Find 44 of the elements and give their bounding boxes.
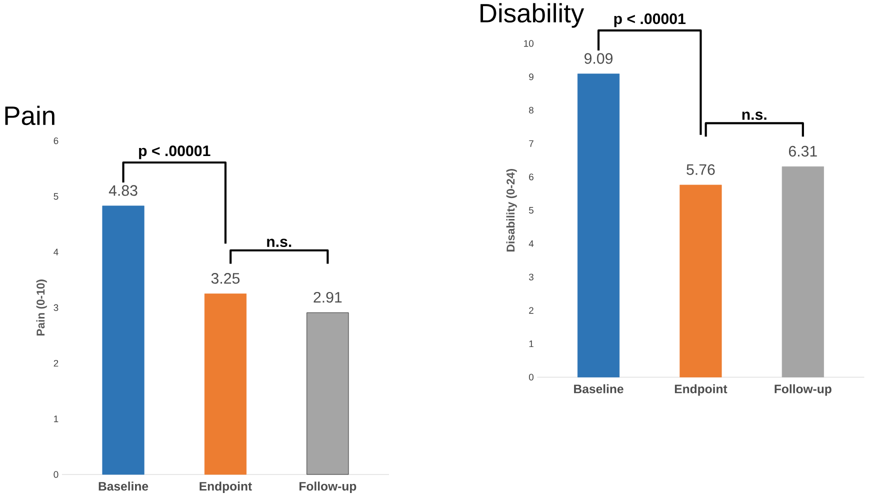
- bar: [577, 74, 620, 378]
- y-tick-label: 7: [529, 140, 534, 147]
- y-tick-label: 9: [529, 73, 534, 80]
- annotation: n.s.: [742, 112, 766, 120]
- annotation: n.s.: [267, 238, 292, 247]
- x-tick-label: Baseline: [574, 384, 624, 394]
- x-tick-label: Baseline: [98, 482, 148, 491]
- x-tick-label: Endpoint: [674, 384, 728, 396]
- chart-title: Pain: [5, 106, 54, 126]
- data-label: 5.76: [686, 164, 715, 175]
- y-tick-label: 8: [529, 106, 534, 114]
- y-tick-label: 1: [54, 416, 58, 422]
- y-tick-label: 0: [528, 374, 534, 380]
- y-tick-label: 10: [524, 40, 534, 47]
- y-tick-label: 0: [54, 471, 58, 478]
- y-tick-label: 2: [54, 360, 58, 366]
- bar: [306, 312, 349, 475]
- data-label: 9.09: [584, 53, 613, 64]
- y-tick-label: 2: [529, 307, 534, 314]
- bar: [680, 184, 722, 378]
- chart-title: Disability: [480, 3, 584, 28]
- y-tick-label: 5: [528, 206, 534, 214]
- data-label: 4.83: [108, 185, 138, 196]
- x-tick-label: Follow-up: [774, 384, 832, 396]
- bar: [204, 293, 247, 475]
- y-tick-label: 6: [54, 137, 58, 144]
- data-label: 2.91: [314, 292, 342, 303]
- y-tick-label: 4: [528, 240, 534, 247]
- text: p < .00001: [614, 13, 686, 28]
- annotation: p < .00001: [139, 145, 210, 160]
- bar: [102, 206, 144, 475]
- y-tick-label: 4: [54, 248, 58, 256]
- y-tick-label: 3: [54, 304, 58, 311]
- y-tick-label: 6: [529, 174, 534, 180]
- y-axis-title: Pain (0-10): [36, 279, 47, 336]
- x-tick-label: Endpoint: [200, 482, 252, 493]
- data-label: 3.25: [211, 272, 240, 284]
- bar: [782, 166, 824, 378]
- y-tick-label: 1: [529, 340, 534, 347]
- y-tick-label: 3: [528, 274, 534, 280]
- y-axis-title: Disability (0-24): [506, 168, 517, 252]
- y-tick-label: 5: [54, 193, 58, 200]
- data-label: 6.31: [788, 146, 817, 156]
- x-tick-label: Follow-up: [300, 482, 356, 493]
